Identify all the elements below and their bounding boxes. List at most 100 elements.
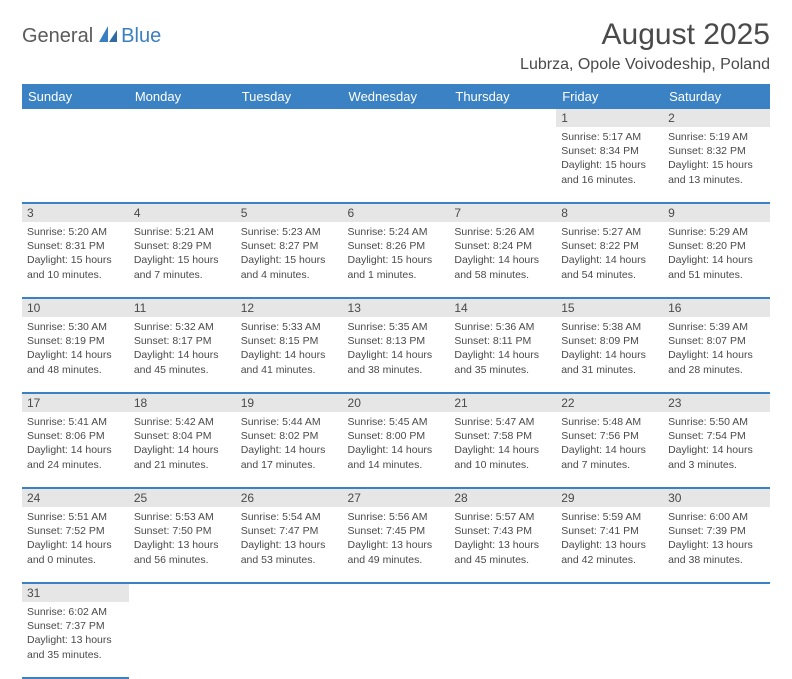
sunrise-text: Sunrise: 5:47 AM [454, 415, 551, 429]
day-cell: Sunrise: 5:19 AMSunset: 8:32 PMDaylight:… [663, 127, 770, 203]
day-number: 30 [663, 488, 770, 507]
day-number [236, 109, 343, 127]
sunrise-text: Sunrise: 6:00 AM [668, 510, 765, 524]
day-cell: Sunrise: 5:59 AMSunset: 7:41 PMDaylight:… [556, 507, 663, 583]
sunset-text: Sunset: 8:26 PM [348, 239, 445, 253]
sunset-text: Sunset: 8:29 PM [134, 239, 231, 253]
day-cell: Sunrise: 6:02 AMSunset: 7:37 PMDaylight:… [22, 602, 129, 678]
day-number: 28 [449, 488, 556, 507]
day-number: 12 [236, 298, 343, 317]
logo-text-general: General [22, 25, 93, 48]
week-row: Sunrise: 5:51 AMSunset: 7:52 PMDaylight:… [22, 507, 770, 583]
daylight-text: Daylight: 14 hours and 45 minutes. [134, 348, 231, 376]
daylight-text: Daylight: 14 hours and 21 minutes. [134, 443, 231, 471]
sunset-text: Sunset: 7:58 PM [454, 429, 551, 443]
day-number [129, 583, 236, 602]
day-number: 23 [663, 393, 770, 412]
daynum-row: 12 [22, 109, 770, 127]
sunset-text: Sunset: 8:20 PM [668, 239, 765, 253]
sunrise-text: Sunrise: 5:41 AM [27, 415, 124, 429]
sunrise-text: Sunrise: 5:50 AM [668, 415, 765, 429]
daynum-row: 3456789 [22, 203, 770, 222]
day-number: 7 [449, 203, 556, 222]
daylight-text: Daylight: 14 hours and 24 minutes. [27, 443, 124, 471]
day-number: 29 [556, 488, 663, 507]
sunset-text: Sunset: 7:37 PM [27, 619, 124, 633]
empty-cell [343, 127, 450, 203]
sunrise-text: Sunrise: 5:32 AM [134, 320, 231, 334]
day-cell: Sunrise: 5:57 AMSunset: 7:43 PMDaylight:… [449, 507, 556, 583]
dow-sunday: Sunday [22, 84, 129, 109]
empty-cell [449, 602, 556, 678]
empty-cell [236, 127, 343, 203]
day-cell: Sunrise: 5:17 AMSunset: 8:34 PMDaylight:… [556, 127, 663, 203]
sunset-text: Sunset: 7:56 PM [561, 429, 658, 443]
sunrise-text: Sunrise: 5:30 AM [27, 320, 124, 334]
day-cell: Sunrise: 5:23 AMSunset: 8:27 PMDaylight:… [236, 222, 343, 298]
daylight-text: Daylight: 14 hours and 58 minutes. [454, 253, 551, 281]
logo-text-blue: Blue [121, 25, 161, 48]
week-row: Sunrise: 5:30 AMSunset: 8:19 PMDaylight:… [22, 317, 770, 393]
daylight-text: Daylight: 14 hours and 51 minutes. [668, 253, 765, 281]
week-row: Sunrise: 5:17 AMSunset: 8:34 PMDaylight:… [22, 127, 770, 203]
day-cell: Sunrise: 5:51 AMSunset: 7:52 PMDaylight:… [22, 507, 129, 583]
sunrise-text: Sunrise: 5:33 AM [241, 320, 338, 334]
sunrise-text: Sunrise: 5:42 AM [134, 415, 231, 429]
daynum-row: 17181920212223 [22, 393, 770, 412]
logo: General Blue [22, 18, 161, 49]
day-number: 18 [129, 393, 236, 412]
week-row: Sunrise: 5:20 AMSunset: 8:31 PMDaylight:… [22, 222, 770, 298]
sunset-text: Sunset: 7:52 PM [27, 524, 124, 538]
day-number: 19 [236, 393, 343, 412]
empty-cell [236, 602, 343, 678]
sunset-text: Sunset: 8:07 PM [668, 334, 765, 348]
day-cell: Sunrise: 5:36 AMSunset: 8:11 PMDaylight:… [449, 317, 556, 393]
daynum-row: 31 [22, 583, 770, 602]
daylight-text: Daylight: 14 hours and 0 minutes. [27, 538, 124, 566]
sunset-text: Sunset: 8:24 PM [454, 239, 551, 253]
daynum-row: 24252627282930 [22, 488, 770, 507]
sunset-text: Sunset: 7:50 PM [134, 524, 231, 538]
day-number: 4 [129, 203, 236, 222]
sunrise-text: Sunrise: 6:02 AM [27, 605, 124, 619]
week-row: Sunrise: 5:41 AMSunset: 8:06 PMDaylight:… [22, 412, 770, 488]
day-number: 21 [449, 393, 556, 412]
empty-cell [129, 127, 236, 203]
dow-friday: Friday [556, 84, 663, 109]
empty-cell [343, 602, 450, 678]
sunset-text: Sunset: 8:09 PM [561, 334, 658, 348]
sunset-text: Sunset: 8:06 PM [27, 429, 124, 443]
sunset-text: Sunset: 8:17 PM [134, 334, 231, 348]
daylight-text: Daylight: 14 hours and 3 minutes. [668, 443, 765, 471]
day-number [449, 109, 556, 127]
day-cell: Sunrise: 5:44 AMSunset: 8:02 PMDaylight:… [236, 412, 343, 488]
dow-wednesday: Wednesday [343, 84, 450, 109]
sunset-text: Sunset: 8:22 PM [561, 239, 658, 253]
daylight-text: Daylight: 14 hours and 48 minutes. [27, 348, 124, 376]
daylight-text: Daylight: 13 hours and 53 minutes. [241, 538, 338, 566]
day-number: 11 [129, 298, 236, 317]
day-number: 2 [663, 109, 770, 127]
daylight-text: Daylight: 13 hours and 38 minutes. [668, 538, 765, 566]
daylight-text: Daylight: 14 hours and 35 minutes. [454, 348, 551, 376]
empty-cell [129, 602, 236, 678]
calendar-body: 12Sunrise: 5:17 AMSunset: 8:34 PMDayligh… [22, 109, 770, 678]
sunset-text: Sunset: 8:34 PM [561, 144, 658, 158]
dow-tuesday: Tuesday [236, 84, 343, 109]
day-cell: Sunrise: 5:54 AMSunset: 7:47 PMDaylight:… [236, 507, 343, 583]
day-number: 17 [22, 393, 129, 412]
empty-cell [449, 127, 556, 203]
daylight-text: Daylight: 15 hours and 4 minutes. [241, 253, 338, 281]
day-cell: Sunrise: 5:50 AMSunset: 7:54 PMDaylight:… [663, 412, 770, 488]
day-number: 26 [236, 488, 343, 507]
day-number: 9 [663, 203, 770, 222]
sunrise-text: Sunrise: 5:51 AM [27, 510, 124, 524]
daylight-text: Daylight: 14 hours and 10 minutes. [454, 443, 551, 471]
day-number [22, 109, 129, 127]
sunrise-text: Sunrise: 5:26 AM [454, 225, 551, 239]
daylight-text: Daylight: 13 hours and 35 minutes. [27, 633, 124, 661]
daylight-text: Daylight: 13 hours and 42 minutes. [561, 538, 658, 566]
dow-saturday: Saturday [663, 84, 770, 109]
month-title: August 2025 [520, 18, 770, 52]
daylight-text: Daylight: 14 hours and 7 minutes. [561, 443, 658, 471]
